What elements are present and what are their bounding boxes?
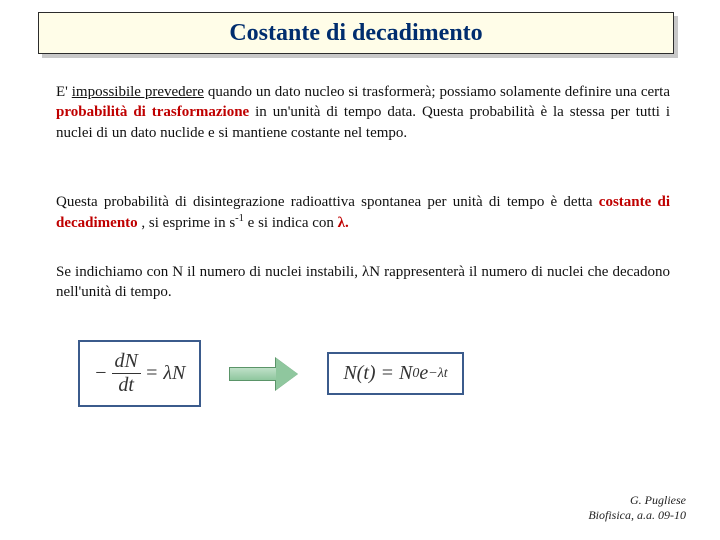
eq1-fraction: dN dt [112,350,141,397]
eq2-e: e [419,362,428,385]
paragraph-1: E' impossibile prevedere quando un dato … [56,82,670,143]
p2-lambda: λ [338,215,345,231]
equation-differential: − dN dt = λN [78,340,201,407]
footer-author: G. Pugliese [588,493,686,507]
eq2-sub: 0 [412,366,419,382]
arrow-body [229,367,277,381]
arrow-head [276,358,298,390]
p1-probability: probabilità di trasformazione [56,104,249,120]
title-shadow: Costante di decadimento [42,16,678,58]
p2-sup: -1 [235,213,244,224]
equation-row: − dN dt = λN N(t) = N0e−λt [78,340,464,407]
title-box: Costante di decadimento [38,12,674,54]
footer-course: Biofisica, a.a. 09-10 [588,508,686,522]
arrow-icon [229,358,299,390]
p1-mid1: quando un dato nucleo si trasformerà; po… [204,84,670,100]
eq2-exp: −λt [428,366,447,382]
footer: G. Pugliese Biofisica, a.a. 09-10 [588,493,686,522]
eq2-lhs: N(t) = N [343,362,412,385]
equation-solution: N(t) = N0e−λt [327,352,463,395]
paragraph-2: Questa probabilità di disintegrazione ra… [56,192,670,234]
eq1-minus: − [94,362,108,385]
p2-mid2: e si indica con [244,215,338,231]
paragraph-3: Se indichiamo con N il numero di nuclei … [56,262,670,303]
p2-mid: , si esprime in s [141,215,235,231]
eq1-rhs: = λN [145,362,186,385]
eq1-num: dN [112,350,141,373]
p1-pre: E' [56,84,72,100]
page-title: Costante di decadimento [229,20,482,47]
p2-pre: Questa probabilità di disintegrazione ra… [56,194,599,210]
p1-impossible: impossibile prevedere [72,84,204,100]
eq1-den: dt [115,374,137,397]
p2-dot: . [345,215,349,231]
